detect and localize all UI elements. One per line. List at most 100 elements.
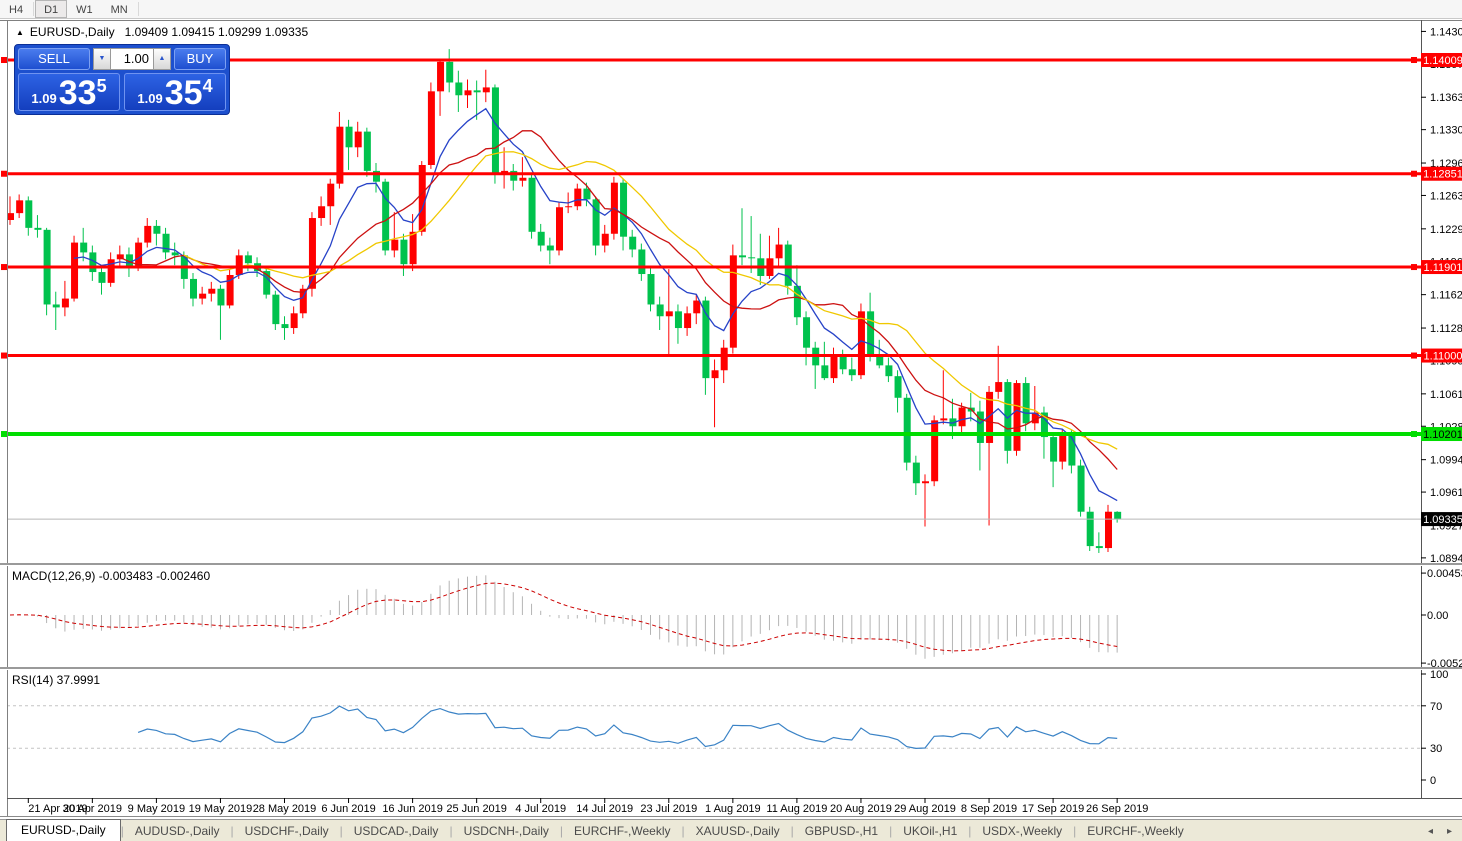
- price-axis-label: 1.13300: [1430, 125, 1462, 137]
- candle-body: [656, 304, 664, 317]
- candle-body: [702, 300, 710, 379]
- candle-body: [409, 231, 417, 265]
- candle-body: [89, 252, 97, 273]
- timeframe-button-w1[interactable]: W1: [76, 4, 93, 16]
- hline-left-anchor[interactable]: [1, 431, 7, 438]
- hline-right-anchor[interactable]: [1411, 352, 1417, 359]
- candle-body: [885, 365, 893, 377]
- candle-body: [290, 313, 298, 329]
- price-tag-label: 1.14009: [1423, 55, 1462, 67]
- panel-collapse-icon[interactable]: ▲: [16, 28, 24, 37]
- candle-body: [34, 227, 42, 230]
- buy-price-big: 35: [164, 73, 203, 112]
- candle-body: [427, 91, 435, 165]
- candle-body: [1114, 511, 1122, 520]
- timeframe-toolbar: H4 D1 W1 MN: [0, 0, 1462, 19]
- hline-right-anchor[interactable]: [1411, 264, 1417, 271]
- chart-tab-usdcnh-daily[interactable]: USDCNH-,Daily: [463, 824, 549, 838]
- candle-body: [1105, 511, 1112, 549]
- buy-button[interactable]: BUY: [174, 48, 226, 70]
- candle-body: [107, 259, 115, 283]
- time-axis-label: 14 Jul 2019: [576, 803, 633, 815]
- hline-right-anchor[interactable]: [1411, 170, 1417, 177]
- hline-right-anchor[interactable]: [1411, 431, 1417, 438]
- hline-left-anchor[interactable]: [1, 264, 7, 271]
- candle-body: [299, 288, 307, 314]
- chart-tab-usdcad-daily[interactable]: USDCAD-,Daily: [353, 824, 439, 838]
- candle-body: [592, 199, 600, 246]
- tab-scroll-right-icon[interactable]: ▸: [1446, 826, 1452, 837]
- one-click-trading-panel: SELL ▼ 1.00 ▲ BUY 1.09 33 5 1.09 35 4: [14, 44, 230, 115]
- candle-body: [629, 236, 637, 250]
- macd-axis-label: -0.005205: [1427, 658, 1462, 670]
- time-axis-label: 16 Jun 2019: [382, 803, 443, 815]
- candle-body: [1068, 433, 1076, 466]
- price-tag-1.11901: [1421, 260, 1462, 275]
- candle-body: [382, 181, 390, 251]
- candle-body: [263, 271, 271, 295]
- tab-divider: |: [449, 824, 453, 838]
- candle-body: [1004, 382, 1012, 451]
- candle-body: [976, 411, 984, 443]
- candle-body: [1040, 412, 1048, 438]
- candle-body: [1013, 383, 1021, 451]
- volume-increase-button[interactable]: ▲: [153, 48, 171, 70]
- buy-price-quote[interactable]: 1.09 35 4: [124, 73, 226, 111]
- ma-line-8: [73, 107, 1118, 502]
- candle-body: [272, 294, 280, 325]
- time-axis-label: 8 Sep 2019: [961, 803, 1017, 815]
- candle-body: [711, 370, 719, 379]
- candle-body: [995, 382, 1003, 392]
- candle-body: [638, 249, 646, 275]
- price-tag-1.10201: [1421, 427, 1462, 442]
- time-axis-label: 30 Apr 2019: [63, 803, 122, 815]
- candle-body: [556, 207, 563, 251]
- candle-body: [876, 354, 884, 366]
- candle-body: [327, 183, 335, 207]
- candle-body: [830, 355, 838, 379]
- candle-body: [739, 255, 746, 258]
- hline-left-anchor[interactable]: [1, 57, 7, 63]
- pane-separator-rsi[interactable]: [0, 667, 1462, 669]
- candle-body: [354, 131, 362, 148]
- pane-separator-macd[interactable]: [0, 563, 1462, 565]
- chart-tab-eurchf-weekly[interactable]: EURCHF-,Weekly: [574, 824, 671, 838]
- chart-tab-ukoil-h1[interactable]: UKOil-,H1: [903, 824, 958, 838]
- time-axis-label: 6 Jun 2019: [321, 803, 375, 815]
- rsi-indicator-label: RSI(14) 37.9991: [12, 673, 101, 687]
- tab-scroll-left-icon[interactable]: ◂: [1427, 826, 1433, 837]
- tab-divider: |: [968, 824, 972, 838]
- hline-right-anchor[interactable]: [1411, 57, 1417, 63]
- timeframe-button-mn[interactable]: MN: [110, 4, 128, 16]
- price-axis-label: 1.09610: [1430, 487, 1462, 499]
- sell-button[interactable]: SELL: [18, 48, 90, 70]
- candle-body: [857, 311, 865, 376]
- timeframe-button-h4[interactable]: H4: [9, 4, 24, 16]
- candle-body: [848, 369, 856, 376]
- candle-body: [373, 170, 380, 182]
- time-axis-label: 20 Aug 2019: [830, 803, 892, 815]
- sell-price-quote[interactable]: 1.09 33 5: [18, 73, 120, 111]
- timeframe-button-d1[interactable]: D1: [35, 0, 68, 18]
- sell-price-big: 33: [58, 73, 97, 112]
- chart-tab-usdx-weekly[interactable]: USDX-,Weekly: [982, 824, 1063, 838]
- volume-input[interactable]: 1.00: [111, 48, 153, 70]
- chart-tab-gbpusd-h1[interactable]: GBPUSD-,H1: [804, 824, 879, 838]
- chart-tab-eurchf-weekly[interactable]: EURCHF-,Weekly: [1087, 824, 1184, 838]
- candle-body: [418, 164, 426, 232]
- candle-body: [665, 311, 673, 317]
- chart-title-row: ▲ EURUSD-,Daily 1.09409 1.09415 1.09299 1.…: [16, 25, 308, 39]
- chart-tab-xauusd-daily[interactable]: XAUUSD-,Daily: [695, 824, 780, 838]
- price-tag-1.14009: [1421, 53, 1462, 67]
- volume-decrease-button[interactable]: ▼: [93, 48, 111, 70]
- hline-left-anchor[interactable]: [1, 170, 7, 177]
- candle-body: [363, 131, 371, 171]
- chart-tab-audusd-daily[interactable]: AUDUSD-,Daily: [134, 824, 220, 838]
- time-axis-label: 21 Apr 2019: [28, 803, 87, 815]
- chart-tab-eurusd-daily[interactable]: EURUSD-,Daily: [6, 819, 121, 841]
- hline-left-anchor[interactable]: [1, 352, 7, 359]
- chart-tab-usdchf-daily[interactable]: USDCHF-,Daily: [244, 824, 329, 838]
- macd-axis-label: 0.00: [1427, 610, 1448, 622]
- candle-body: [482, 87, 490, 93]
